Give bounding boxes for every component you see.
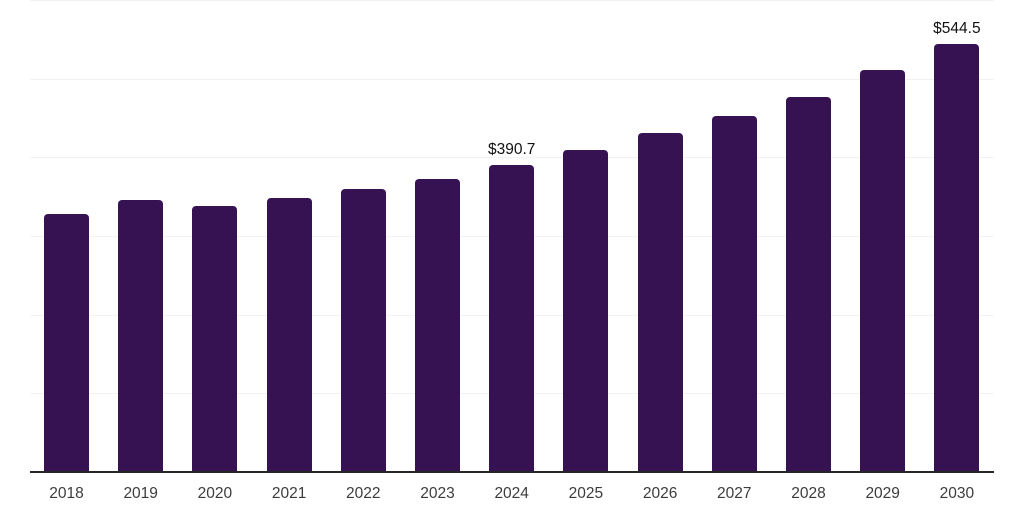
bar-2020 [192,206,238,472]
x-tick-label-2030: 2030 [939,485,975,502]
x-tick-label-2018: 2018 [49,485,84,502]
bar-2023 [415,179,460,472]
bar-2028 [786,96,831,472]
gridline-500 [30,79,994,80]
x-tick-label-2025: 2025 [568,485,604,502]
x-tick-label-2023: 2023 [420,485,455,502]
x-tick-label-2019: 2019 [123,485,158,502]
bar-2029 [860,70,906,472]
x-tick-label-2024: 2024 [494,485,529,502]
bar-2024 [489,164,535,472]
x-tick-label-2029: 2029 [865,485,900,502]
gridline-600 [30,0,994,1]
x-tick-label-2027: 2027 [717,485,752,502]
bar-2022 [340,189,386,472]
x-tick-label-2021: 2021 [271,485,307,502]
x-axis-line [30,471,994,473]
bar-2018 [44,214,89,472]
bar-2021 [266,197,312,472]
bar-2027 [711,115,757,472]
x-tick-label-2022: 2022 [346,485,381,502]
bar-2026 [637,133,683,472]
data-label-2024: $390.7 [487,140,536,158]
x-tick-label-2026: 2026 [642,485,678,502]
bar-2030 [934,43,980,472]
x-tick-label-2020: 2020 [197,485,233,502]
bar-2025 [563,149,609,472]
data-label-2030: $544.5 [933,19,981,37]
bar-2019 [118,200,164,472]
gridline-400 [30,157,994,158]
x-tick-label-2028: 2028 [791,485,826,502]
